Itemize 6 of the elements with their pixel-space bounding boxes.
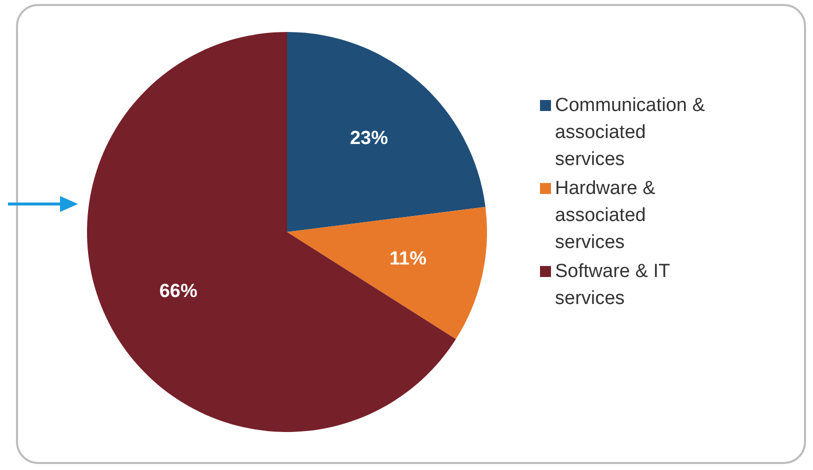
legend-label: Communication & associated services — [555, 94, 705, 172]
legend-label: Software & IT services — [555, 260, 671, 311]
legend-label: Hardware & associated services — [555, 177, 656, 255]
data-label: 66% — [159, 280, 198, 302]
data-label: 11% — [390, 248, 427, 270]
data-label: 23% — [350, 128, 388, 150]
